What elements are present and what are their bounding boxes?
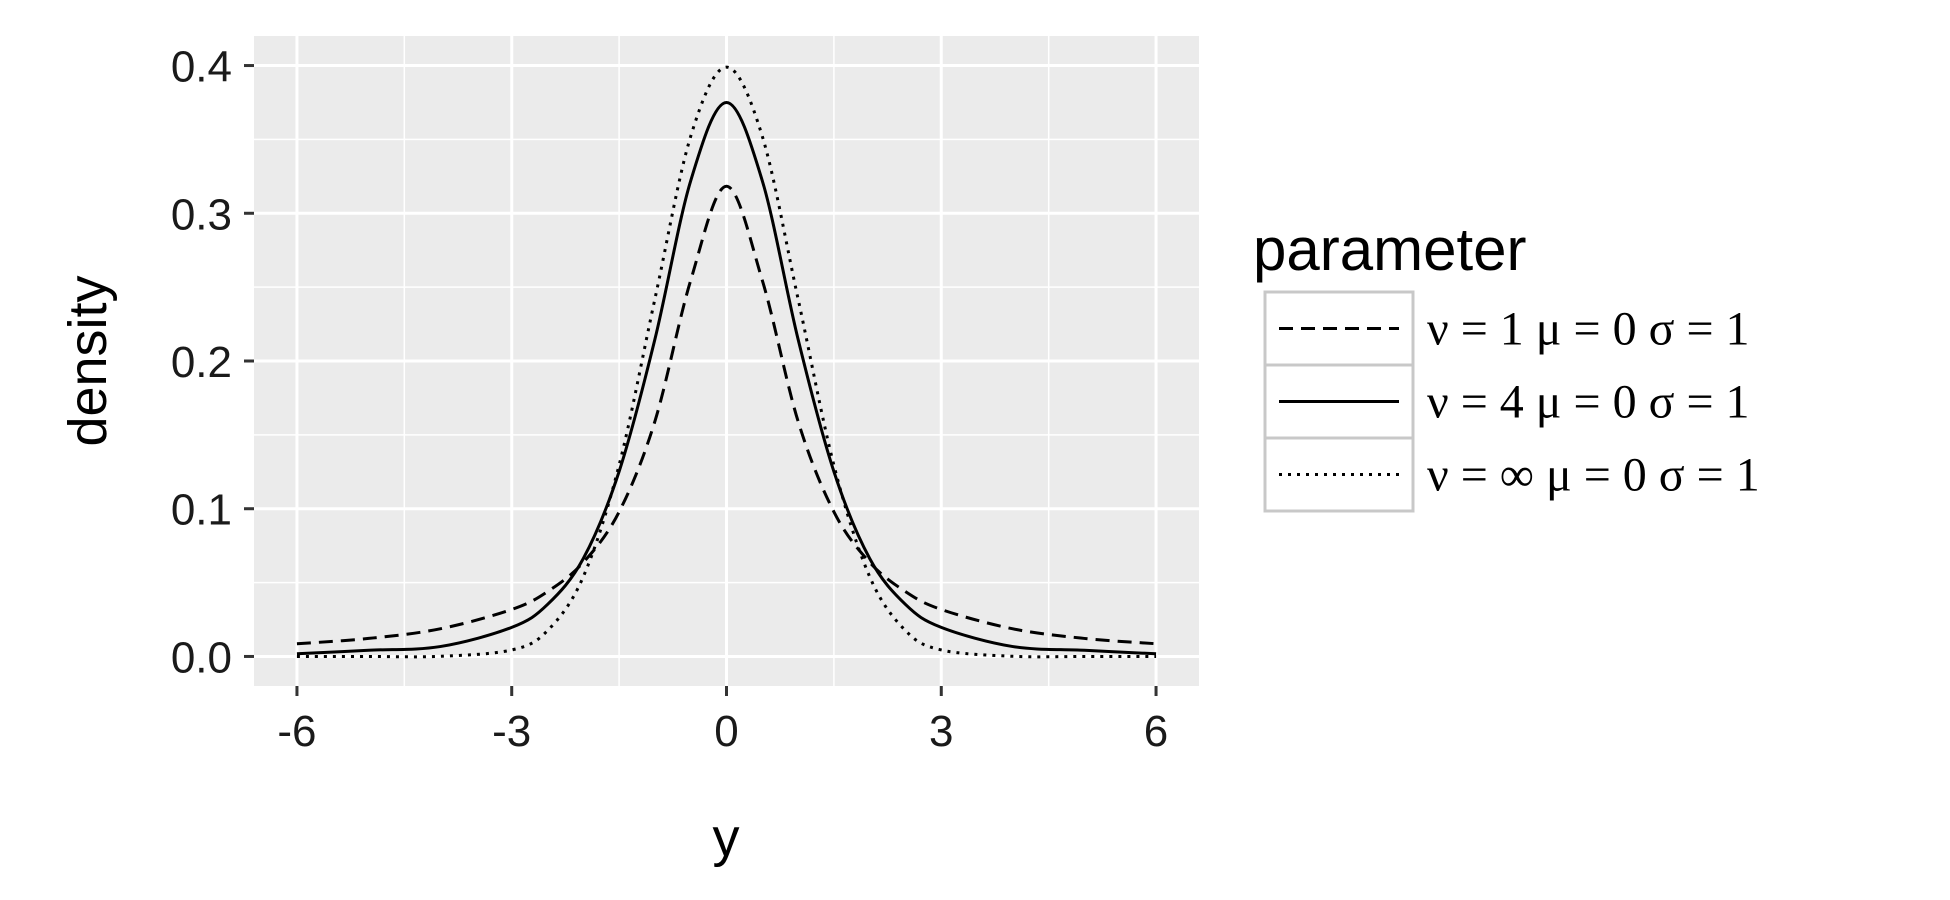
legend-label: ν = 1 μ = 0 σ = 1 [1427,303,1750,356]
y-tick-label: 0.0 [171,633,232,682]
grid-major [254,36,1199,686]
y-tick-label: 0.2 [171,338,232,387]
series-line-3 [296,65,1157,659]
legend-label: ν = ∞ μ = 0 σ = 1 [1427,449,1760,502]
x-axis: -6 -3 0 3 6 [277,686,1168,756]
x-tick-label: -3 [492,707,531,756]
y-tick-label: 0.4 [171,43,232,92]
series-layer [296,65,1157,659]
x-tick-label: 0 [714,707,738,756]
series-line-2 [296,100,1157,656]
x-tick-label: 3 [929,707,953,756]
legend-label: ν = 4 μ = 0 σ = 1 [1427,376,1750,429]
x-axis-title: y [713,808,740,868]
legend-key-box [1263,436,1415,513]
x-tick-label: -6 [277,707,316,756]
legend: parameter ν = 1 μ = 0 σ = 1 ν = 4 μ = 0 σ… [1253,216,1760,513]
series-line-1 [296,184,1157,646]
y-tick-label: 0.3 [171,190,232,239]
legend-title: parameter [1253,216,1526,283]
y-axis: 0.0 0.1 0.2 0.3 0.4 [171,43,254,682]
y-tick-label: 0.1 [171,486,232,535]
x-tick-label: 6 [1144,707,1168,756]
y-axis-title: density [58,275,118,446]
